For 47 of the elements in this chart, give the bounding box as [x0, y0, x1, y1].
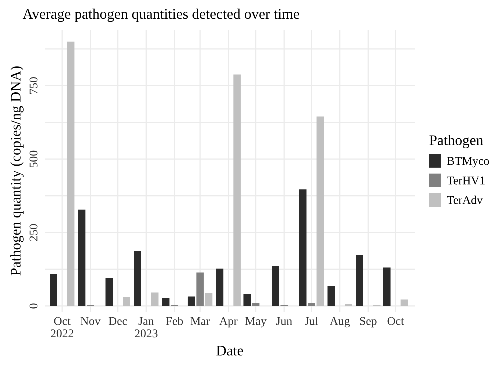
y-tick-label: 250 — [30, 224, 38, 242]
x-tick-label: Feb — [166, 316, 184, 326]
bar — [328, 286, 336, 306]
legend-label: TerAdv — [447, 196, 483, 204]
y-tick-label: 500 — [30, 150, 38, 168]
y-tick-label: 0 — [30, 304, 38, 309]
x-tick-label: Oct 2022 — [51, 317, 74, 338]
x-tick-label: May — [246, 317, 267, 328]
bar — [272, 266, 280, 306]
bar — [188, 296, 196, 306]
bar — [134, 250, 142, 306]
bar — [383, 268, 391, 306]
bar — [400, 300, 408, 306]
bar — [299, 190, 307, 306]
bar — [67, 42, 75, 306]
x-axis-title: Date — [216, 346, 244, 356]
bar — [196, 272, 204, 306]
y-axis-title: Pathogen quantity (copies/ng DNA) — [10, 66, 24, 276]
bar — [252, 304, 260, 306]
bar — [234, 74, 241, 306]
legend-label: TerHV1 — [447, 176, 485, 185]
x-tick-label: Jul — [305, 316, 318, 326]
x-tick-label: Sep — [360, 317, 377, 328]
y-tick-label: 750 — [30, 77, 38, 94]
bar — [216, 268, 224, 306]
legend-label: BTMyco — [447, 157, 490, 168]
bar — [356, 255, 364, 306]
bar — [244, 294, 252, 306]
chart-title: Average pathogen quantities detected over time — [22, 8, 300, 22]
x-tick-label: Jan 2023 — [135, 317, 158, 338]
bar — [316, 116, 324, 306]
legend-title: Pathogen — [430, 135, 484, 148]
bar — [78, 210, 86, 306]
bar — [123, 297, 130, 306]
bar — [106, 278, 114, 306]
x-tick-label: Dec — [108, 317, 128, 326]
x-tick-label: Mar — [190, 317, 210, 326]
bar — [162, 298, 170, 306]
x-tick-label: Jun — [276, 317, 292, 326]
bar — [151, 292, 159, 306]
x-tick-label: Aug — [330, 317, 350, 328]
x-tick-label: Nov — [80, 317, 101, 326]
bar — [50, 274, 58, 306]
bar — [205, 292, 213, 306]
x-tick-label: Apr — [220, 317, 238, 328]
x-tick-label: Oct — [388, 317, 404, 326]
bar — [308, 304, 316, 306]
